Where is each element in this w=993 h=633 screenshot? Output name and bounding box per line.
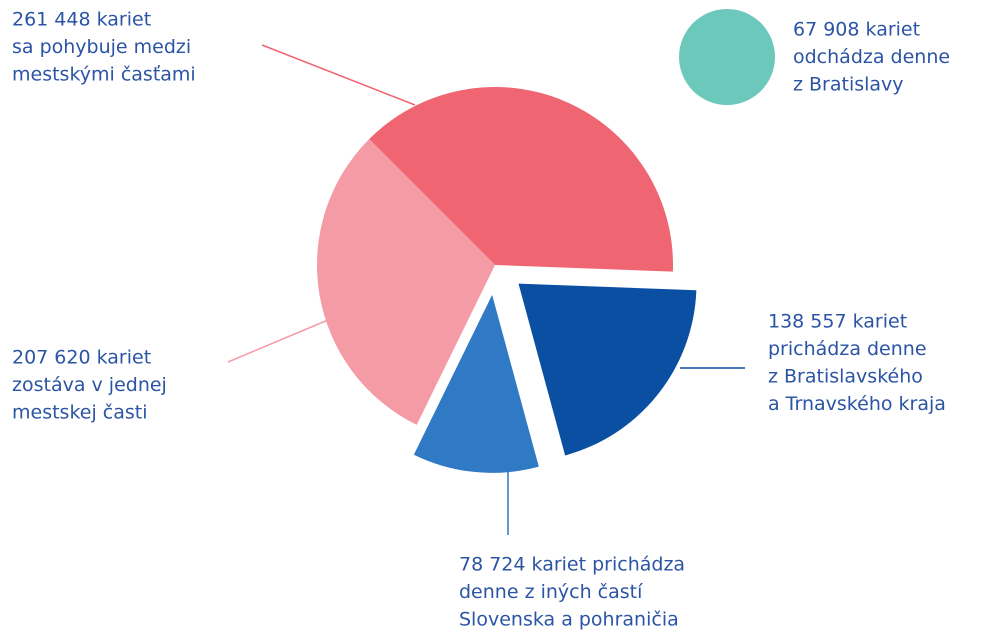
pie-slice [369, 86, 674, 272]
outflow-label: 67 908 kariet [793, 19, 920, 41]
pie-slice [316, 139, 495, 425]
slice-description: mestskými časťami [12, 64, 196, 86]
pie-slice [413, 294, 539, 473]
value-label: 138 557 kariet [768, 311, 907, 333]
value-label: 261 448 kariet [12, 9, 151, 31]
pie-slice [518, 283, 697, 456]
leader-line [261, 44, 416, 106]
outflow-description: odchádza denne [793, 46, 950, 68]
slice-description: denne z iných častí [459, 581, 643, 603]
slice-description: a Trnavského kraja [768, 393, 946, 415]
value-label: 207 620 kariet [12, 347, 151, 369]
value-label: 78 724 kariet prichádza [459, 554, 685, 576]
outflow-circle [679, 9, 775, 105]
slice-description: mestskej časti [12, 402, 148, 424]
slice-description: Slovenska a pohraničia [459, 609, 679, 631]
outflow-description: z Bratislavy [793, 74, 904, 96]
slice-description: zostáva v jednej [12, 374, 167, 396]
slice-description: prichádza denne [768, 338, 927, 360]
leader-line [227, 319, 329, 363]
slice-description: sa pohybuje medzi [12, 36, 191, 58]
slice-description: z Bratislavského [768, 366, 923, 388]
